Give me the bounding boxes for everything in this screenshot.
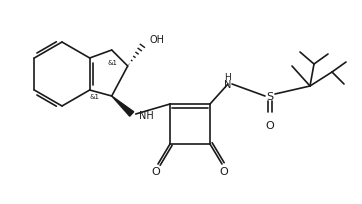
Text: O: O xyxy=(220,166,228,176)
Text: NH: NH xyxy=(139,110,153,120)
Text: &1: &1 xyxy=(108,60,118,66)
Text: O: O xyxy=(266,120,274,130)
Polygon shape xyxy=(112,96,134,117)
Text: S: S xyxy=(266,92,274,102)
Text: O: O xyxy=(152,166,160,176)
Text: &1: &1 xyxy=(90,94,100,100)
Text: N: N xyxy=(224,80,232,90)
Text: OH: OH xyxy=(150,35,165,45)
Text: H: H xyxy=(225,73,231,82)
